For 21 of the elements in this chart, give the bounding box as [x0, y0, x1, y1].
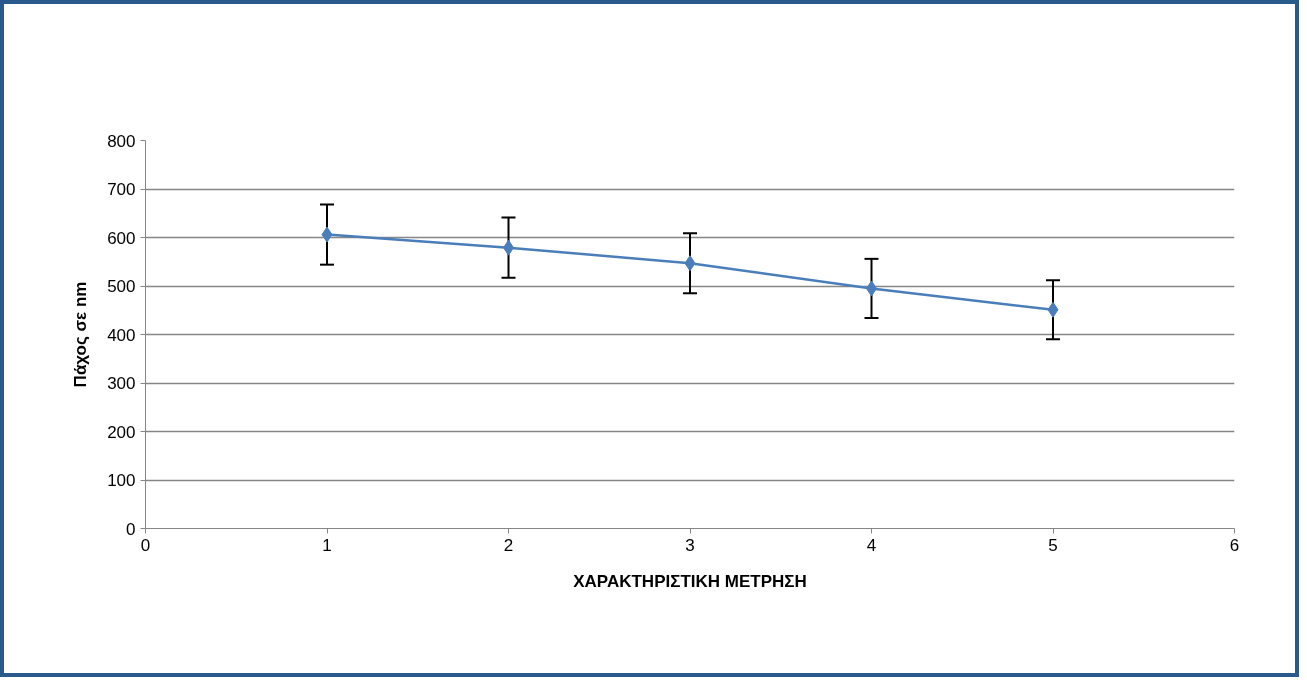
x-tick-label: 0: [140, 535, 151, 555]
y-tick-label: 500: [107, 277, 136, 296]
x-tick-label: 4: [866, 535, 877, 555]
x-tick-label: 2: [503, 535, 514, 555]
y-tick-label: 800: [107, 131, 136, 151]
x-tick-label: 3: [685, 535, 695, 555]
x-tick-label: 6: [1229, 535, 1240, 555]
y-tick-label: 600: [107, 228, 136, 248]
y-axis-title: Πάχος σε nm: [71, 281, 91, 388]
y-tick-label: 700: [107, 180, 136, 199]
x-tick-label: 5: [1048, 535, 1058, 555]
y-tick-label: 400: [107, 325, 136, 345]
y-tick-label: 0: [126, 519, 136, 539]
x-tick-label: 1: [322, 535, 332, 555]
x-axis-title: ΧΑΡΑΚΤΗΡΙΣΤΙΚΗ ΜΕΤΡΗΣΗ: [573, 571, 807, 591]
point: [684, 255, 696, 272]
y-tick-label: 200: [107, 422, 136, 442]
y-tick-label: 100: [107, 471, 136, 490]
y-tick-label: 300: [107, 374, 136, 393]
point: [321, 226, 333, 243]
point: [1047, 301, 1059, 318]
